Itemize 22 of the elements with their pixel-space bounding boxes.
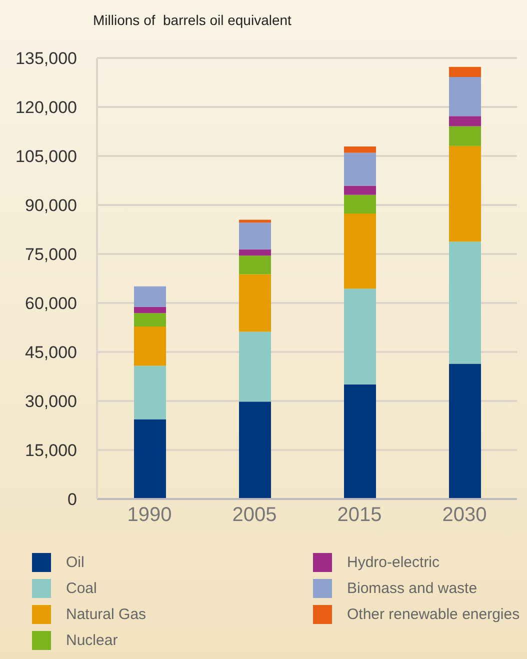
y-tick-label: 105,000 <box>16 147 77 166</box>
legend-label: Oil <box>66 554 84 570</box>
legend-label: Hydro-electric <box>347 554 440 570</box>
y-tick-label: 0 <box>68 490 77 510</box>
y-tick-label: 45,000 <box>25 343 77 362</box>
x-tick-label: 2015 <box>337 504 382 526</box>
y-tick-label: 75,000 <box>25 245 77 264</box>
y-tick-label: 30,000 <box>25 392 77 412</box>
legend-label: Biomass and waste <box>347 580 478 596</box>
y-tick-label: 135,000 <box>16 49 77 68</box>
x-tick-label: 1990 <box>127 504 172 526</box>
y-tick-label: 120,000 <box>16 98 77 118</box>
x-tick-label: 2030 <box>442 504 487 526</box>
legend-label: Coal <box>66 580 97 596</box>
legend-label: Other renewable energies <box>347 606 520 622</box>
legend-label: Natural Gas <box>66 606 146 622</box>
y-tick-label: 15,000 <box>25 441 77 460</box>
y-tick-label: 90,000 <box>25 196 77 216</box>
y-tick-label: 60,000 <box>25 294 77 314</box>
x-tick-label: 2005 <box>232 504 277 526</box>
y-axis-title: Millions of barrels oil equivalent <box>93 12 292 28</box>
legend-label: Nuclear <box>66 632 118 648</box>
